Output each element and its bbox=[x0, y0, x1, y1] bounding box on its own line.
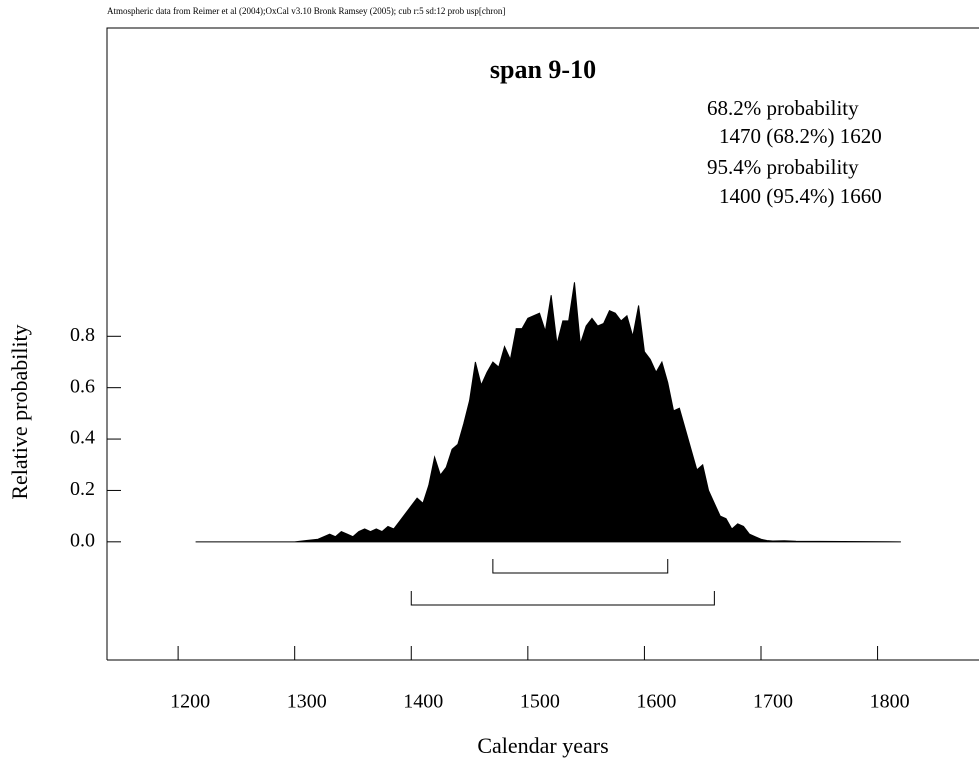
plot-frame bbox=[106, 27, 979, 661]
annotation: 1400 (95.4%) 1660 bbox=[719, 184, 882, 208]
x-tick-label: 1300 bbox=[287, 691, 327, 713]
x-tick-label: 1600 bbox=[636, 691, 676, 713]
y-tick-label: 0.4 bbox=[70, 427, 95, 449]
x-axis-label: Calendar years bbox=[477, 733, 608, 758]
y-axis-label: Relative probability bbox=[7, 324, 32, 499]
x-tick-label: 1700 bbox=[753, 691, 793, 713]
x-tick-label: 1500 bbox=[520, 691, 560, 713]
chart-title: span 9-10 bbox=[490, 55, 596, 84]
annotation: 1470 (68.2%) 1620 bbox=[719, 124, 882, 148]
x-tick-label: 1400 bbox=[403, 691, 443, 713]
y-tick-label: 0.6 bbox=[70, 375, 95, 397]
range-bracket bbox=[410, 591, 715, 606]
header-note: Atmospheric data from Reimer et al (2004… bbox=[107, 6, 505, 16]
x-tick-label: 1200 bbox=[170, 691, 210, 713]
annotation: 68.2% probability bbox=[707, 96, 859, 120]
range-bracket bbox=[492, 559, 669, 574]
y-tick-label: 0.8 bbox=[70, 324, 95, 346]
x-tick-label: 1800 bbox=[870, 691, 910, 713]
y-tick-label: 0.2 bbox=[70, 478, 95, 500]
annotation: 95.4% probability bbox=[707, 155, 859, 179]
probability-area bbox=[195, 282, 901, 543]
y-tick-label: 0.0 bbox=[70, 529, 95, 551]
